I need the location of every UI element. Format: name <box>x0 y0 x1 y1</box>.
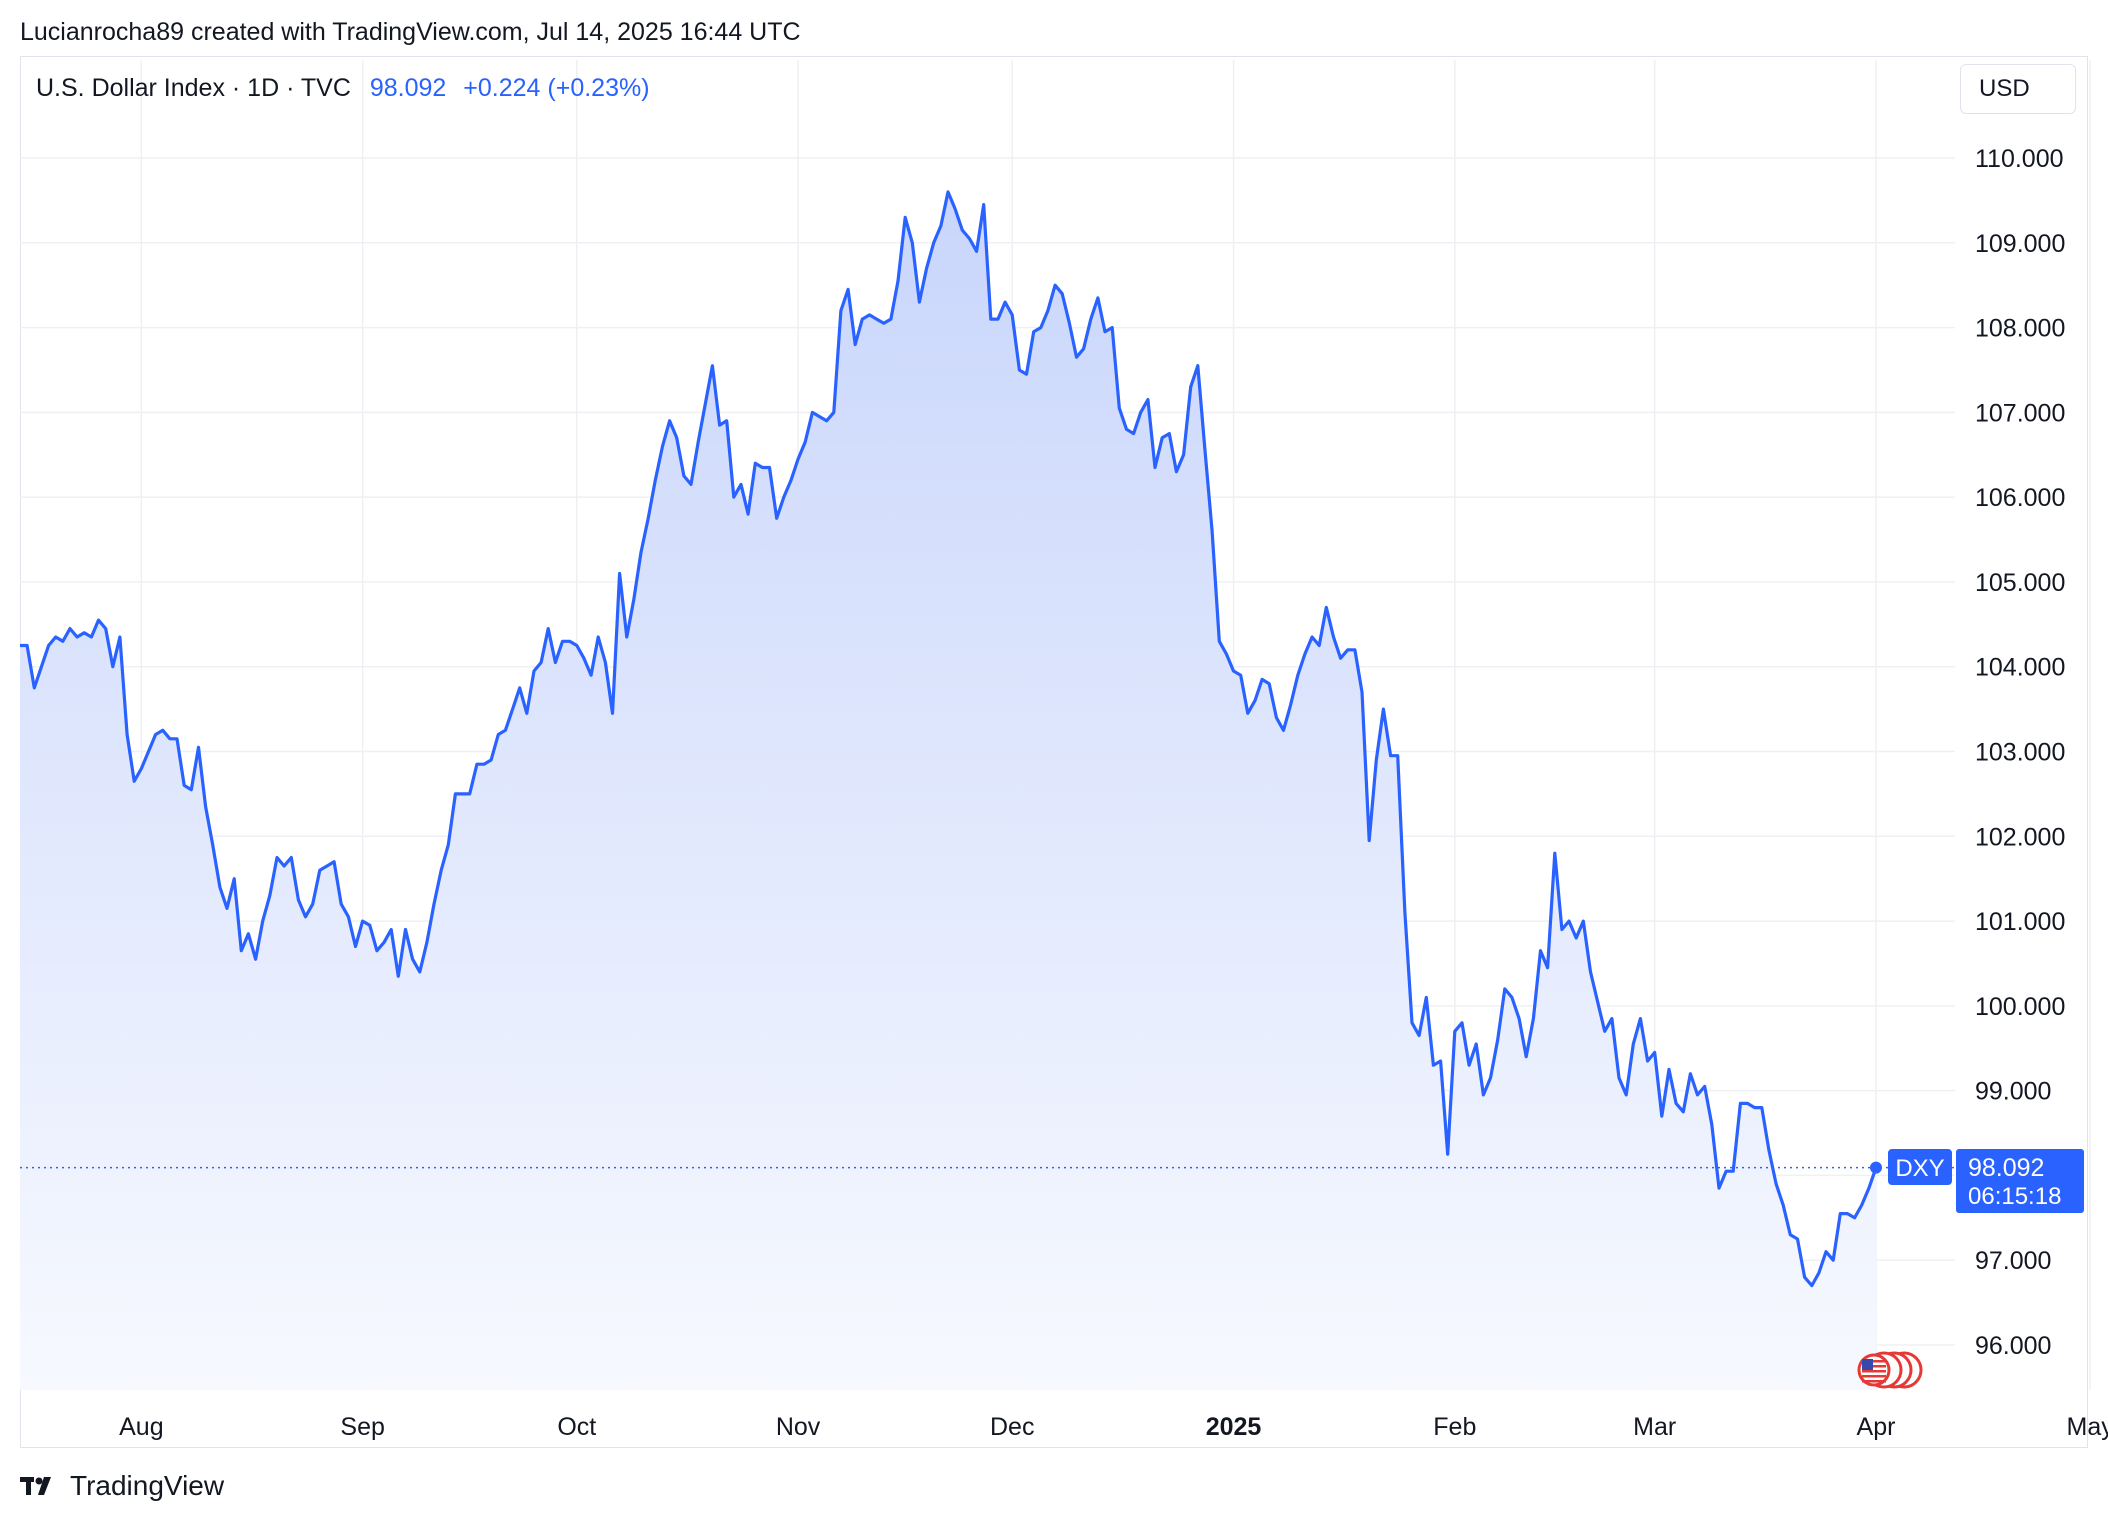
flag-canton <box>1862 1359 1873 1370</box>
attribution-text: Lucianrocha89 created with TradingView.c… <box>20 18 801 46</box>
x-tick-label: Apr <box>1857 1413 1896 1441</box>
x-tick-label: Aug <box>119 1413 163 1441</box>
tradingview-logo-icon <box>20 1477 51 1495</box>
price-tag-value: 98.092 <box>1968 1154 2044 1182</box>
flag-stripe <box>1862 1380 1886 1383</box>
x-tick-label: Oct <box>557 1413 596 1441</box>
x-tick-label: Dec <box>990 1413 1034 1441</box>
symbol-legend: U.S. Dollar Index · 1D · TVC 98.092 +0.2… <box>36 74 650 103</box>
y-tick-label: 105.000 <box>1975 569 2065 597</box>
y-tick-label: 108.000 <box>1975 315 2065 343</box>
legend-symbol: U.S. Dollar Index · 1D · TVC <box>36 74 351 102</box>
y-tick-label: 107.000 <box>1975 399 2065 427</box>
x-tick-label: May <box>2067 1413 2108 1441</box>
x-tick-label: Mar <box>1633 1413 1676 1441</box>
tradingview-logo[interactable]: TradingView <box>20 1470 224 1502</box>
y-tick-label: 97.000 <box>1975 1247 2051 1275</box>
flag-stripe <box>1862 1375 1886 1378</box>
y-tick-label: 103.000 <box>1975 739 2065 767</box>
flag-stripe <box>1862 1365 1886 1368</box>
y-tick-label: 109.000 <box>1975 230 2065 258</box>
y-tick-label: 104.000 <box>1975 654 2065 682</box>
brand-name: TradingView <box>70 1470 225 1501</box>
x-tick-label: Feb <box>1433 1413 1476 1441</box>
flag-stripe <box>1862 1370 1886 1373</box>
y-tick-label: 106.000 <box>1975 484 2065 512</box>
y-tick-label: 101.000 <box>1975 908 2065 936</box>
y-tick-label: 99.000 <box>1975 1078 2051 1106</box>
last-price-dot <box>1870 1161 1882 1174</box>
flag-stripe <box>1862 1360 1886 1363</box>
series-area <box>20 191 1876 1390</box>
y-tick-label: 110.000 <box>1975 145 2064 173</box>
currency-button[interactable]: USD <box>1960 64 2076 114</box>
price-tag <box>1956 1149 2084 1213</box>
x-tick-label: Nov <box>776 1413 821 1441</box>
x-tick-label: 2025 <box>1206 1413 1262 1441</box>
series-line <box>20 190 1878 1288</box>
legend-change: +0.224 (+0.23%) <box>463 74 650 102</box>
y-tick-label: 102.000 <box>1975 823 2065 851</box>
ticker-tag <box>1888 1149 1952 1185</box>
ticker-tag-label: DXY <box>1895 1155 1944 1182</box>
price-tag-countdown: 06:15:18 <box>1968 1183 2061 1210</box>
y-tick-label: 100.000 <box>1975 993 2065 1021</box>
x-tick-label: Sep <box>340 1413 384 1441</box>
legend-last-price: 98.092 <box>369 74 447 102</box>
y-tick-label: 96.000 <box>1975 1332 2051 1360</box>
